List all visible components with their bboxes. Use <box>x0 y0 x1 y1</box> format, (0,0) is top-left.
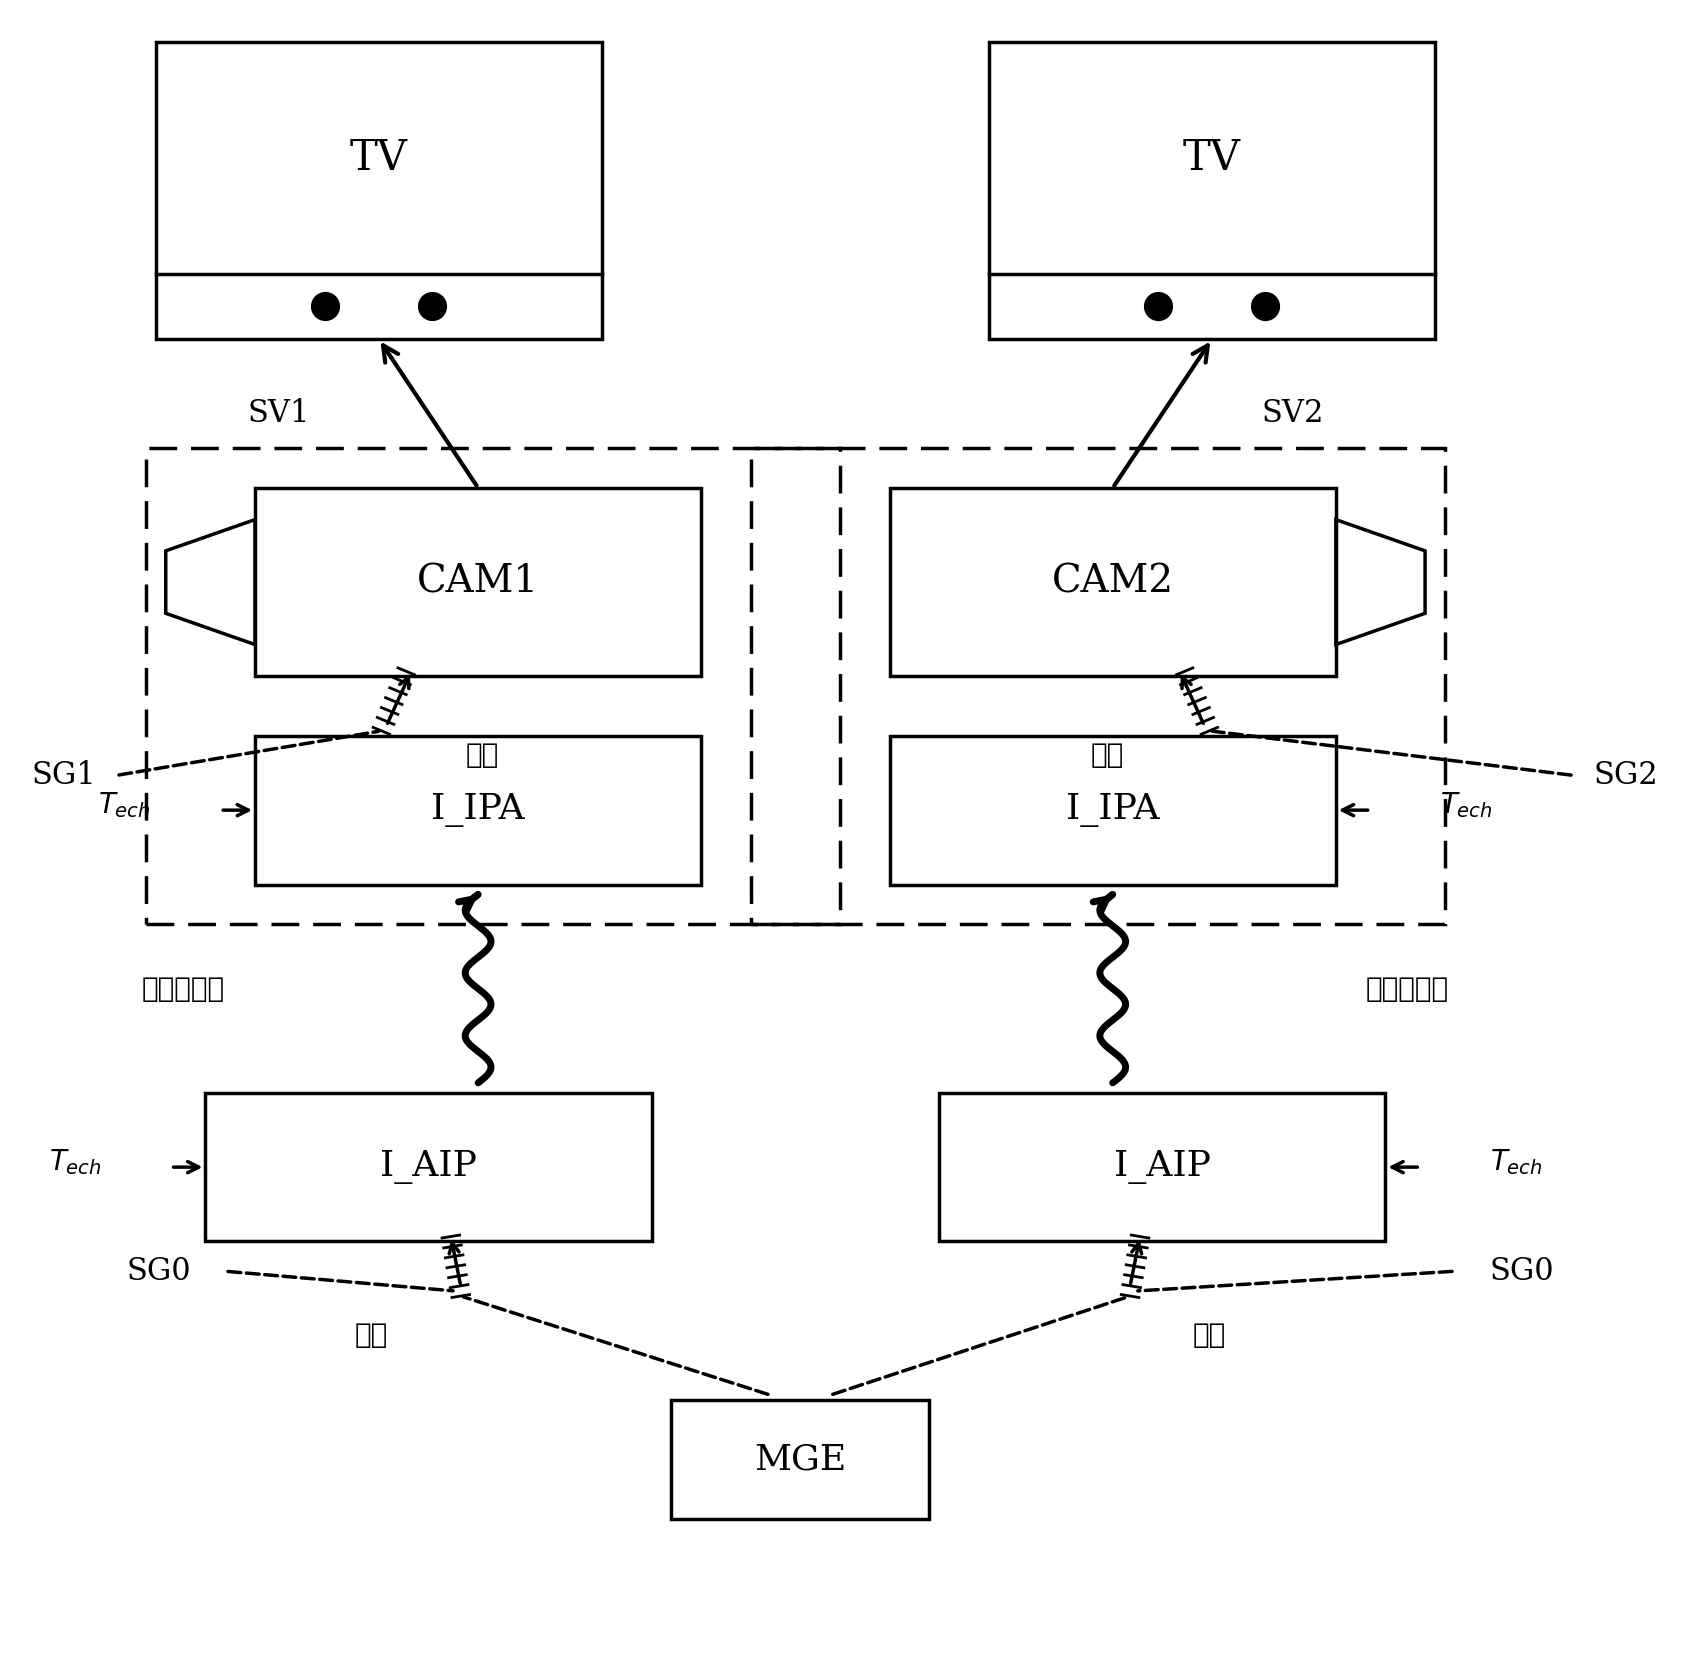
Bar <box>939 1092 1385 1241</box>
Text: SG1: SG1 <box>32 760 96 791</box>
Bar <box>671 1400 929 1519</box>
Bar <box>255 488 701 677</box>
Text: 以太网连接: 以太网连接 <box>1365 975 1447 1003</box>
Bar <box>255 736 701 884</box>
Text: $T_{ech}$: $T_{ech}$ <box>1439 791 1491 821</box>
Text: CAM1: CAM1 <box>417 564 539 601</box>
Text: 同轴: 同轴 <box>466 741 498 768</box>
Text: SG0: SG0 <box>1488 1256 1554 1286</box>
Text: TV: TV <box>350 137 407 179</box>
Text: CAM2: CAM2 <box>1051 564 1174 601</box>
Text: 同轴: 同轴 <box>1089 741 1123 768</box>
Bar <box>155 41 601 339</box>
Text: $T_{ech}$: $T_{ech}$ <box>98 791 150 821</box>
Bar <box>750 449 1444 923</box>
Text: 以太网连接: 以太网连接 <box>142 975 225 1003</box>
Text: SG0: SG0 <box>127 1256 191 1286</box>
Text: 同轴: 同轴 <box>1192 1321 1225 1349</box>
Bar <box>888 488 1334 677</box>
Text: I_AIP: I_AIP <box>380 1150 476 1183</box>
Text: I_AIP: I_AIP <box>1113 1150 1209 1183</box>
Text: $T_{ech}$: $T_{ech}$ <box>1488 1147 1542 1177</box>
Bar <box>206 1092 652 1241</box>
Text: SV2: SV2 <box>1260 397 1322 429</box>
Bar <box>988 41 1434 339</box>
Text: I_IPA: I_IPA <box>431 793 525 828</box>
Text: 同轴: 同轴 <box>355 1321 388 1349</box>
Bar <box>888 736 1334 884</box>
Text: $T_{ech}$: $T_{ech}$ <box>49 1147 101 1177</box>
Text: I_IPA: I_IPA <box>1066 793 1159 828</box>
Bar <box>145 449 839 923</box>
Text: TV: TV <box>1182 137 1240 179</box>
Text: SG2: SG2 <box>1593 760 1657 791</box>
Text: MGE: MGE <box>753 1443 846 1476</box>
Text: SV1: SV1 <box>247 397 309 429</box>
